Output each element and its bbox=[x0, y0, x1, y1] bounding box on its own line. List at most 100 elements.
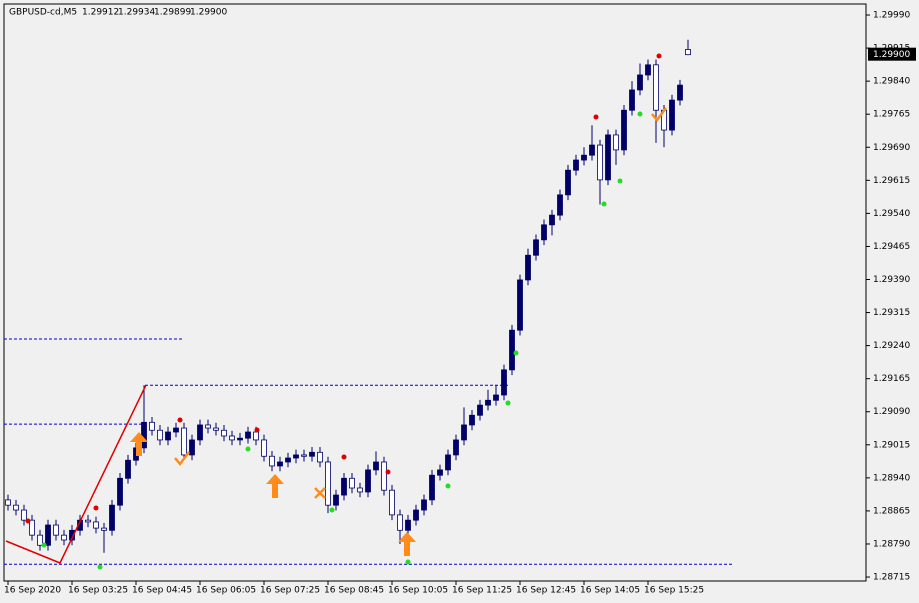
candle-body bbox=[589, 144, 595, 156]
dot bbox=[41, 542, 47, 548]
candle-body bbox=[485, 399, 491, 406]
dot bbox=[637, 111, 643, 117]
dot bbox=[341, 454, 347, 460]
candle-body bbox=[381, 461, 387, 491]
candle-body bbox=[349, 477, 355, 489]
candle-body bbox=[469, 414, 475, 426]
dot bbox=[405, 559, 411, 565]
y-tick-label: 1.28715 bbox=[873, 573, 910, 583]
candle-body bbox=[13, 504, 19, 511]
y-tick-label: 1.29090 bbox=[873, 407, 910, 417]
candle-body bbox=[429, 474, 435, 501]
x-tick-label: 16 Sep 07:25 bbox=[260, 586, 320, 596]
candle-body bbox=[261, 439, 267, 457]
y-tick-label: 1.29765 bbox=[873, 110, 910, 120]
close-value: 1.29900 bbox=[190, 8, 227, 18]
y-tick-label: 1.29240 bbox=[873, 341, 910, 351]
x-tick-label: 16 Sep 14:05 bbox=[580, 586, 640, 596]
candle-body bbox=[117, 477, 123, 506]
x-tick-label: 16 Sep 04:45 bbox=[132, 586, 192, 596]
x-tick-label: 16 Sep 08:45 bbox=[324, 586, 384, 596]
dot bbox=[245, 446, 251, 452]
price-box bbox=[868, 47, 916, 61]
candle-body bbox=[437, 469, 443, 476]
candle-body bbox=[285, 457, 291, 463]
candle-body bbox=[389, 489, 395, 516]
candle-body bbox=[221, 429, 227, 437]
candle-body bbox=[565, 169, 571, 196]
dot bbox=[97, 564, 103, 570]
dot bbox=[385, 469, 391, 475]
candle-body bbox=[125, 459, 131, 479]
y-tick-label: 1.29615 bbox=[873, 176, 910, 186]
candle-body bbox=[29, 519, 35, 536]
dot bbox=[25, 518, 31, 524]
candle-body bbox=[477, 404, 483, 416]
candle-body bbox=[69, 529, 75, 541]
candle-body bbox=[541, 224, 547, 241]
cross bbox=[314, 487, 326, 499]
x-tick-label: 16 Sep 12:45 bbox=[516, 586, 576, 596]
arrows bbox=[130, 432, 416, 556]
check bbox=[651, 107, 667, 123]
candle-body bbox=[365, 469, 371, 493]
dot bbox=[93, 505, 99, 511]
candle-body bbox=[597, 144, 603, 181]
candle-body bbox=[629, 89, 635, 111]
candle-body bbox=[85, 519, 91, 523]
candle-body bbox=[301, 454, 307, 457]
candle-body bbox=[605, 134, 611, 181]
candle-body bbox=[53, 524, 59, 536]
candle-body bbox=[101, 527, 107, 531]
candle-body bbox=[109, 504, 115, 531]
dot bbox=[254, 427, 260, 433]
y-tick-label: 1.29165 bbox=[873, 374, 910, 384]
candle-body bbox=[93, 521, 99, 529]
candle-body bbox=[245, 431, 251, 439]
dot bbox=[656, 53, 662, 59]
dot bbox=[513, 350, 519, 356]
candle-body bbox=[573, 159, 579, 171]
candle-body bbox=[405, 519, 411, 531]
candle-body bbox=[501, 369, 507, 396]
dot bbox=[177, 417, 183, 423]
candle-body bbox=[445, 454, 451, 471]
arrow bbox=[130, 432, 148, 456]
low-value: 1.29899 bbox=[154, 8, 191, 18]
candle-body bbox=[557, 194, 563, 216]
y-tick-label: 1.29465 bbox=[873, 242, 910, 252]
candle-body bbox=[613, 134, 619, 151]
y-tick-label: 1.29015 bbox=[873, 440, 910, 450]
candle-body bbox=[45, 524, 51, 546]
candle-body bbox=[549, 214, 555, 226]
y-tick-label: 1.29840 bbox=[873, 77, 910, 87]
candle-body bbox=[213, 427, 219, 431]
candle-body bbox=[333, 494, 339, 506]
candle-body bbox=[581, 154, 587, 161]
candle-body bbox=[373, 461, 379, 471]
y-tick-label: 1.29390 bbox=[873, 275, 910, 285]
candle-body bbox=[325, 461, 331, 506]
dot bbox=[505, 400, 511, 406]
candle-body bbox=[493, 394, 499, 401]
candle-body bbox=[237, 437, 243, 441]
candle-body bbox=[397, 514, 403, 531]
dot bbox=[445, 483, 451, 489]
arrow bbox=[398, 532, 416, 556]
candle-body bbox=[61, 534, 67, 541]
candle-body bbox=[645, 64, 651, 76]
candle-body bbox=[309, 451, 315, 457]
candle-body bbox=[525, 254, 531, 281]
candle-body bbox=[317, 451, 323, 463]
candle-body bbox=[277, 461, 283, 467]
candle-body bbox=[669, 99, 675, 131]
y-tick-label: 1.29315 bbox=[873, 308, 910, 318]
candle-body bbox=[253, 431, 259, 441]
dot bbox=[617, 178, 623, 184]
candle-body bbox=[621, 109, 627, 151]
candle-body bbox=[517, 279, 523, 331]
open-value: 1.29912 bbox=[82, 8, 119, 18]
x-tick-label: 16 Sep 03:25 bbox=[68, 586, 128, 596]
